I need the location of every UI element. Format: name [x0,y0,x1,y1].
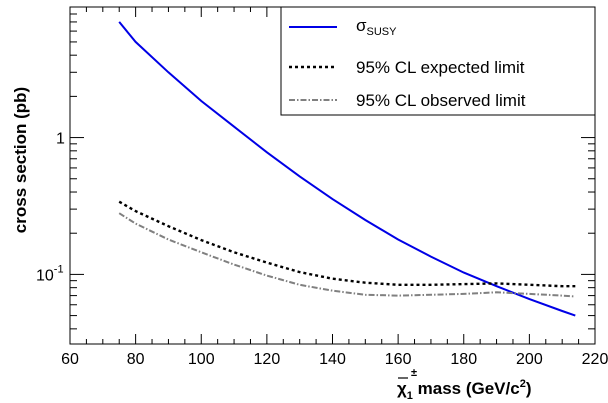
x-tick-label: 60 [61,351,79,368]
x-tick-label: 140 [319,351,346,368]
x-label-sup: ± [411,367,417,379]
expected-limit-line [118,200,576,288]
y-tick-label: 10-1 [36,263,64,284]
observed-limit-line [118,212,576,298]
y-tick-label: 1 [56,131,65,148]
x-tick-label: 220 [582,351,608,368]
legend-label-observed: 95% CL observed limit [356,91,526,110]
y-axis-label: cross section (pb) [11,87,30,233]
legend-label-susy: σSUSY [356,16,397,38]
svg-text:χ1 mass (GeV/c2): χ1 mass (GeV/c2) [397,378,532,402]
x-tick-label: 200 [516,351,543,368]
x-tick-label: 80 [127,351,145,368]
x-label-rest: mass (GeV/c [413,379,520,398]
x-tick-label: 120 [254,351,281,368]
susy-cross-section-line [118,21,576,317]
legend-label-expected: 95% CL expected limit [356,58,525,77]
x-tick-label: 180 [450,351,477,368]
x-tick-label: 160 [385,351,412,368]
x-axis-label: χ1 mass (GeV/c2) ± [397,367,532,402]
axis-ticks: 60 80 100 120 140 160 180 200 220 1 10-1 [36,6,608,368]
x-tick-label: 100 [188,351,215,368]
x-label-close: ) [526,379,532,398]
x-label-symbol: χ [397,379,407,398]
series-lines [118,21,576,317]
x-label-exp: 2 [520,378,526,390]
legend-box [280,6,596,116]
legend: σSUSY 95% CL expected limit 95% CL obser… [280,6,596,116]
x-label-sub: 1 [407,390,413,402]
